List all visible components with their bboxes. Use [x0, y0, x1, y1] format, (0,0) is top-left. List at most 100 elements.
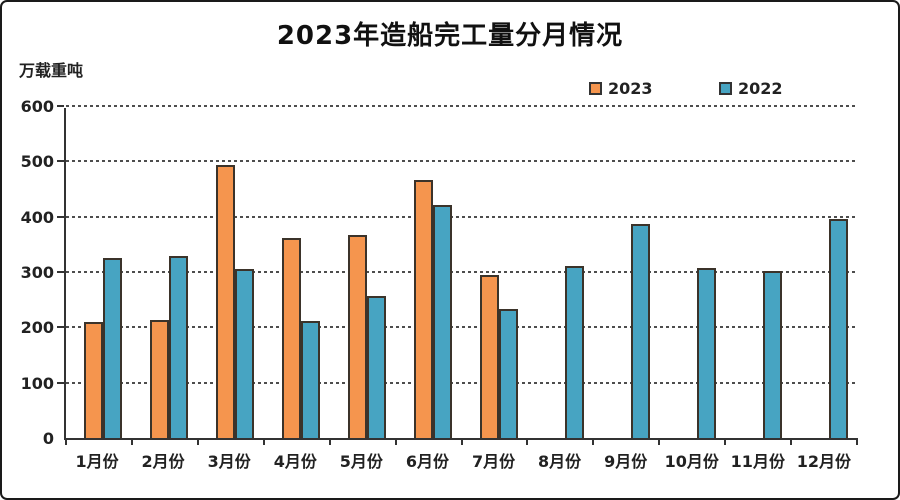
- x-axis-label-12月份: 12月份: [796, 452, 852, 471]
- bar-2022-8月份: [564, 266, 584, 438]
- y-tick-label-400: 400: [20, 207, 54, 227]
- bar-group-3月份: [198, 108, 264, 438]
- bar-slot-2022: [103, 258, 123, 438]
- bar-pair: [612, 224, 650, 438]
- chart-title: 2023年造船完工量分月情况: [276, 21, 624, 51]
- bar-2022-10月份: [696, 268, 716, 438]
- x-tick-1: [130, 438, 133, 445]
- bar-pair: [744, 271, 782, 438]
- legend-item-2023: 2023: [589, 79, 653, 98]
- bar-slot-2022: [433, 205, 453, 438]
- gridline-600: [66, 105, 857, 107]
- bar-2023-2月份: [150, 320, 170, 438]
- bar-slot-2023: [414, 180, 434, 438]
- bar-2022-2月份: [169, 256, 189, 438]
- bar-2023-3月份: [216, 165, 236, 438]
- bar-slot-2023: [84, 322, 104, 438]
- x-tick-10: [724, 438, 727, 445]
- bar-slot-2022: [828, 219, 848, 438]
- y-tick-label-0: 0: [42, 429, 54, 448]
- bar-2023-7月份: [479, 275, 499, 438]
- bar-slot-2022: [696, 268, 716, 438]
- bar-pair: [479, 275, 518, 438]
- bar-slot-2023: [282, 238, 302, 438]
- x-tick-2: [196, 438, 199, 445]
- bar-slot-2022: [367, 296, 387, 438]
- gridline-400: [66, 215, 857, 218]
- bar-group-10月份: [659, 108, 725, 438]
- bar-slot-2022: [564, 266, 584, 438]
- x-tick-5: [394, 438, 397, 445]
- bar-slot-2022: [235, 269, 255, 438]
- x-axis-label-11月份: 11月份: [730, 452, 785, 471]
- x-axis-label-3月份: 3月份: [207, 452, 251, 471]
- x-axis-label-2月份: 2月份: [141, 452, 185, 471]
- x-tick-0: [65, 438, 67, 445]
- bar-group-6月份: [396, 108, 462, 438]
- bar-2022-3月份: [235, 269, 255, 438]
- bar-group-5月份: [330, 108, 396, 438]
- bar-2023-6月份: [414, 180, 434, 438]
- x-tick-12: [856, 438, 858, 445]
- bar-2022-4月份: [301, 321, 321, 438]
- y-tick-label-300: 300: [20, 263, 54, 282]
- y-tick-300: [57, 271, 64, 273]
- x-tick-4: [328, 438, 331, 445]
- x-axis-label-9月份: 9月份: [604, 452, 648, 471]
- y-axis-unit-label: 万载重吨: [19, 61, 84, 80]
- bar-2022-12月份: [828, 219, 848, 438]
- bar-slot-2023: [479, 275, 499, 438]
- y-tick-label-200: 200: [20, 318, 54, 338]
- bar-pair: [678, 268, 716, 438]
- x-axis-label-7月份: 7月份: [471, 452, 516, 471]
- bar-pair: [810, 219, 848, 438]
- y-tick-500: [57, 160, 64, 163]
- y-tick-200: [57, 326, 64, 329]
- y-tick-400: [57, 215, 64, 218]
- bar-pair: [348, 235, 387, 438]
- bar-slot-2022: [301, 321, 321, 438]
- x-tick-6: [460, 438, 463, 445]
- bar-2023-5月份: [348, 235, 368, 438]
- x-axis-label-5月份: 5月份: [339, 452, 383, 471]
- bar-group-4月份: [264, 108, 330, 438]
- legend-label-2022: 2022: [738, 79, 783, 98]
- x-axis-label-4月份: 4月份: [273, 452, 317, 471]
- x-axis-label-10月份: 10月份: [664, 452, 719, 471]
- bar-2023-1月份: [84, 322, 104, 438]
- gridline-200: [66, 326, 857, 329]
- gridline-500: [66, 160, 857, 163]
- bar-group-8月份: [527, 108, 593, 438]
- x-tick-9: [658, 438, 661, 445]
- bar-group-11月份: [725, 108, 791, 438]
- bar-pair: [414, 180, 453, 438]
- bar-pair: [282, 238, 321, 438]
- bar-slot-2023: [150, 320, 170, 438]
- y-tick-100: [57, 381, 64, 384]
- gridline-300: [66, 271, 857, 273]
- bar-pair: [216, 165, 255, 438]
- x-tick-11: [790, 438, 793, 445]
- bar-2022-7月份: [498, 309, 518, 438]
- legend-label-2023: 2023: [608, 79, 653, 98]
- x-axis-label-8月份: 8月份: [538, 452, 582, 471]
- plot-area: 0 100 200 300 400 500 600: [21, 97, 858, 448]
- legend-item-2022: 2022: [719, 79, 783, 98]
- legend-swatch-2023: [589, 82, 602, 95]
- bar-group-2月份: [132, 108, 198, 438]
- bar-group-9月份: [593, 108, 659, 438]
- bar-slot-2023: [216, 165, 236, 438]
- y-tick-label-100: 100: [20, 373, 54, 393]
- bar-group-7月份: [462, 108, 528, 438]
- legend-swatch-2022: [719, 82, 732, 95]
- gridline-100: [66, 381, 857, 384]
- y-tick-label-600: 600: [20, 97, 54, 116]
- bar-2023-4月份: [282, 238, 302, 438]
- y-tick-label-500: 500: [20, 152, 54, 172]
- bar-group-12月份: [791, 108, 857, 438]
- bar-pair: [84, 258, 123, 438]
- x-tick-8: [592, 438, 595, 445]
- bar-slot-2022: [762, 271, 782, 438]
- legend: 2023 2022: [2, 79, 898, 99]
